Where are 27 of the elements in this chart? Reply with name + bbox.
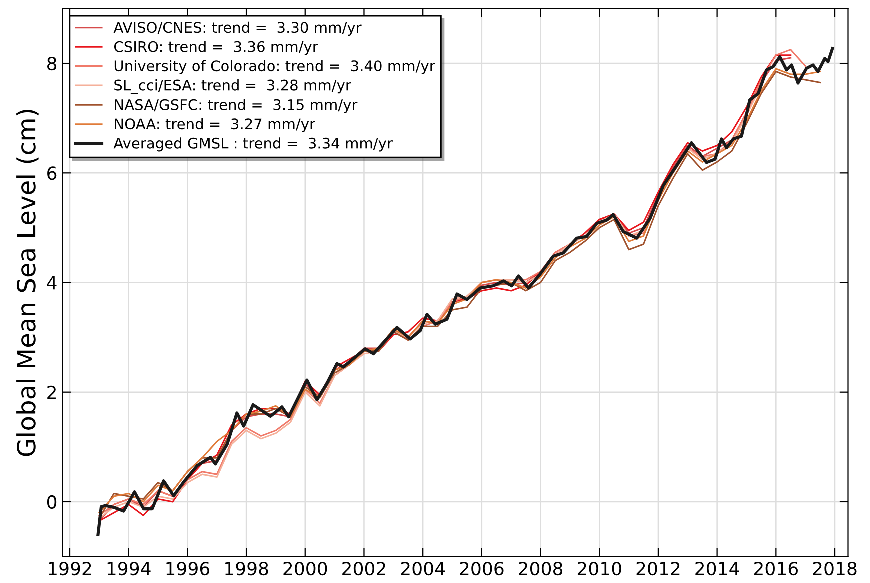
- x-tick-label: 1992: [49, 562, 92, 576]
- legend-label: NOAA: trend = 3.27 mm/yr: [115, 118, 316, 132]
- y-tick-label: 0: [47, 495, 57, 510]
- x-tick-label: 2014: [696, 562, 740, 576]
- x-tick-label: 1994: [108, 562, 151, 576]
- x-tick-label: 2002: [342, 562, 386, 576]
- x-tick-label: 2008: [519, 562, 563, 576]
- legend-label: NASA/GSFC: trend = 3.15 mm/yr: [115, 99, 358, 114]
- y-tick-label: 6: [48, 166, 57, 180]
- x-tick-label: 2010: [578, 562, 622, 576]
- x-tick-label: 2018: [813, 562, 857, 576]
- y-axis-title: Global Mean Sea Level (cm): [16, 110, 39, 456]
- x-tick-label: 2016: [754, 562, 798, 576]
- x-tick-label: 2006: [460, 562, 504, 576]
- x-tick-label: 1998: [226, 562, 268, 576]
- y-tick-label: 4: [47, 276, 57, 290]
- x-tick-label: 1996: [166, 562, 210, 576]
- x-tick-label: 2012: [636, 562, 680, 576]
- legend-label: Averaged GMSL : trend = 3.34 mm/yr: [114, 138, 393, 152]
- legend-label: SL_cci/ESA: trend = 3.28 mm/yr: [114, 80, 352, 94]
- y-tick-label: 2: [48, 386, 56, 400]
- legend-label: University of Colorado: trend = 3.40 mm/yr: [114, 60, 436, 74]
- y-tick-label: 8: [48, 57, 57, 71]
- x-tick-label: 2000: [284, 562, 328, 576]
- legend-label: AVISO/CNES: trend = 3.30 mm/yr: [114, 22, 362, 36]
- x-tick-label: 2004: [401, 562, 446, 576]
- legend-label: CSIRO: trend = 3.36 mm/yr: [114, 41, 318, 56]
